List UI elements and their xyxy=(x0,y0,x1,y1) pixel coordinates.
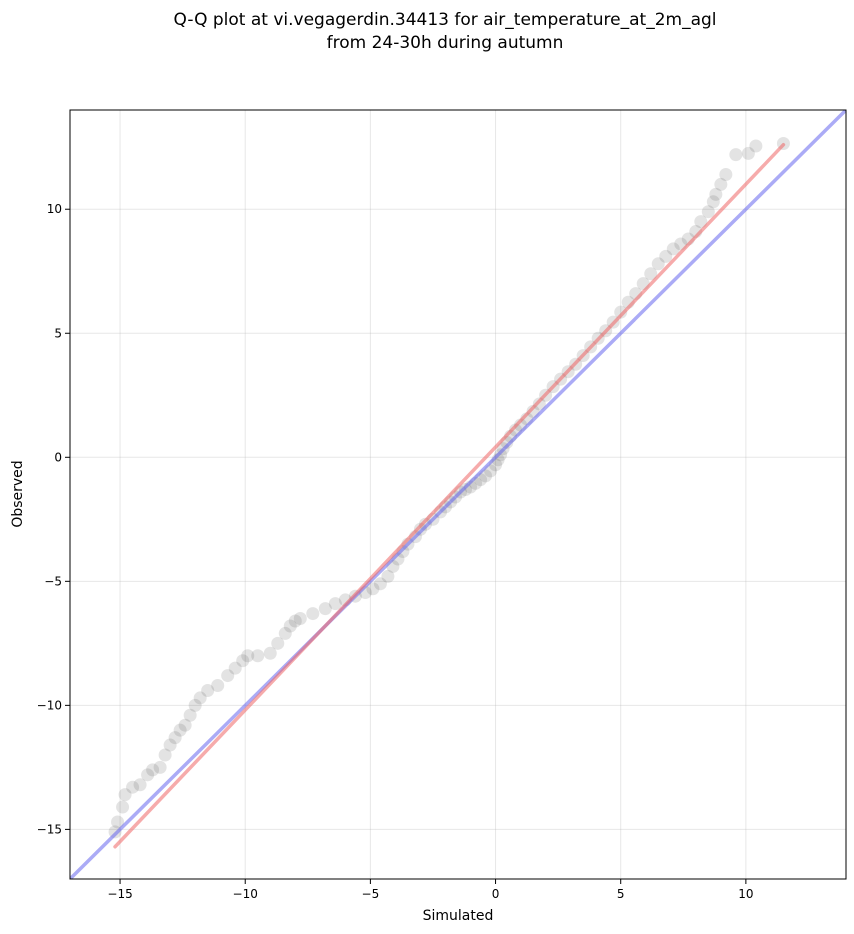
y-tick-label: −5 xyxy=(44,574,62,588)
qq-point xyxy=(328,597,342,611)
qq-point xyxy=(153,760,167,774)
qq-point xyxy=(163,738,177,752)
qq-point xyxy=(158,748,172,762)
qq-point xyxy=(111,815,125,829)
qq-point xyxy=(173,723,187,737)
qq-point xyxy=(283,619,297,633)
chart-title-line-2: from 24-30h during autumn xyxy=(327,33,564,53)
x-tick-label: −10 xyxy=(233,887,258,901)
qq-point xyxy=(293,612,307,626)
y-tick-label: 10 xyxy=(47,202,62,216)
x-tick-label: −5 xyxy=(362,887,380,901)
qq-point xyxy=(318,602,332,616)
qq-point xyxy=(651,257,665,271)
qq-point xyxy=(741,146,755,160)
y-tick-label: 0 xyxy=(54,450,62,464)
chart-title-line-1: Q-Q plot at vi.vegagerdin.34413 for air_… xyxy=(173,10,716,30)
qq-point xyxy=(749,139,763,153)
qq-point xyxy=(278,626,292,640)
x-tick-label: −15 xyxy=(107,887,132,901)
reference-lines xyxy=(70,110,846,879)
x-axis-ticks: −15 −10 −5 0 5 10 xyxy=(107,879,754,901)
y-axis-label: Observed xyxy=(10,460,26,527)
qq-point xyxy=(133,778,147,792)
qq-point xyxy=(288,614,302,628)
x-tick-label: 5 xyxy=(617,887,625,901)
qq-point xyxy=(178,718,192,732)
qq-point xyxy=(126,780,140,794)
plot-frame xyxy=(69,109,847,880)
qq-point xyxy=(271,636,285,650)
qq-point xyxy=(201,683,215,697)
qq-point xyxy=(118,788,132,802)
qq-point xyxy=(236,654,250,668)
qq-point xyxy=(306,607,320,621)
x-tick-label: 10 xyxy=(738,887,753,901)
qq-point xyxy=(381,569,395,583)
y-tick-label: −10 xyxy=(37,698,62,712)
qq-point xyxy=(228,661,242,675)
identity-line xyxy=(70,110,846,879)
grid xyxy=(70,110,846,879)
qq-point xyxy=(706,195,720,209)
y-tick-label: −15 xyxy=(37,822,62,836)
y-axis-ticks: −15 −10 −5 0 5 10 xyxy=(37,202,70,836)
qq-point xyxy=(729,148,743,162)
qq-point xyxy=(366,582,380,596)
qq-point xyxy=(188,698,202,712)
qq-point xyxy=(221,669,235,683)
qq-point xyxy=(694,215,708,229)
qq-point xyxy=(719,167,733,181)
qq-point xyxy=(146,763,160,777)
qq-point xyxy=(241,649,255,663)
qq-point xyxy=(373,577,387,591)
qq-point xyxy=(116,800,130,814)
qq-point xyxy=(714,177,728,191)
qq-point xyxy=(251,649,265,663)
x-axis-label: Simulated xyxy=(423,908,494,924)
qq-point xyxy=(211,679,225,693)
qq-point xyxy=(659,249,673,263)
qq-point xyxy=(168,731,182,745)
plot-area xyxy=(70,110,846,879)
qq-point xyxy=(709,187,723,201)
x-tick-label: 0 xyxy=(492,887,500,901)
qq-point xyxy=(644,267,658,281)
qq-point xyxy=(141,768,155,782)
fit-line xyxy=(113,142,786,849)
qq-point xyxy=(666,242,680,256)
y-tick-label: 5 xyxy=(54,326,62,340)
qq-point xyxy=(183,708,197,722)
qq-point xyxy=(193,691,207,705)
qq-point xyxy=(701,205,715,219)
qq-point xyxy=(614,305,628,319)
qq-point xyxy=(263,646,277,660)
data-points xyxy=(108,136,790,839)
qq-point xyxy=(532,397,546,411)
